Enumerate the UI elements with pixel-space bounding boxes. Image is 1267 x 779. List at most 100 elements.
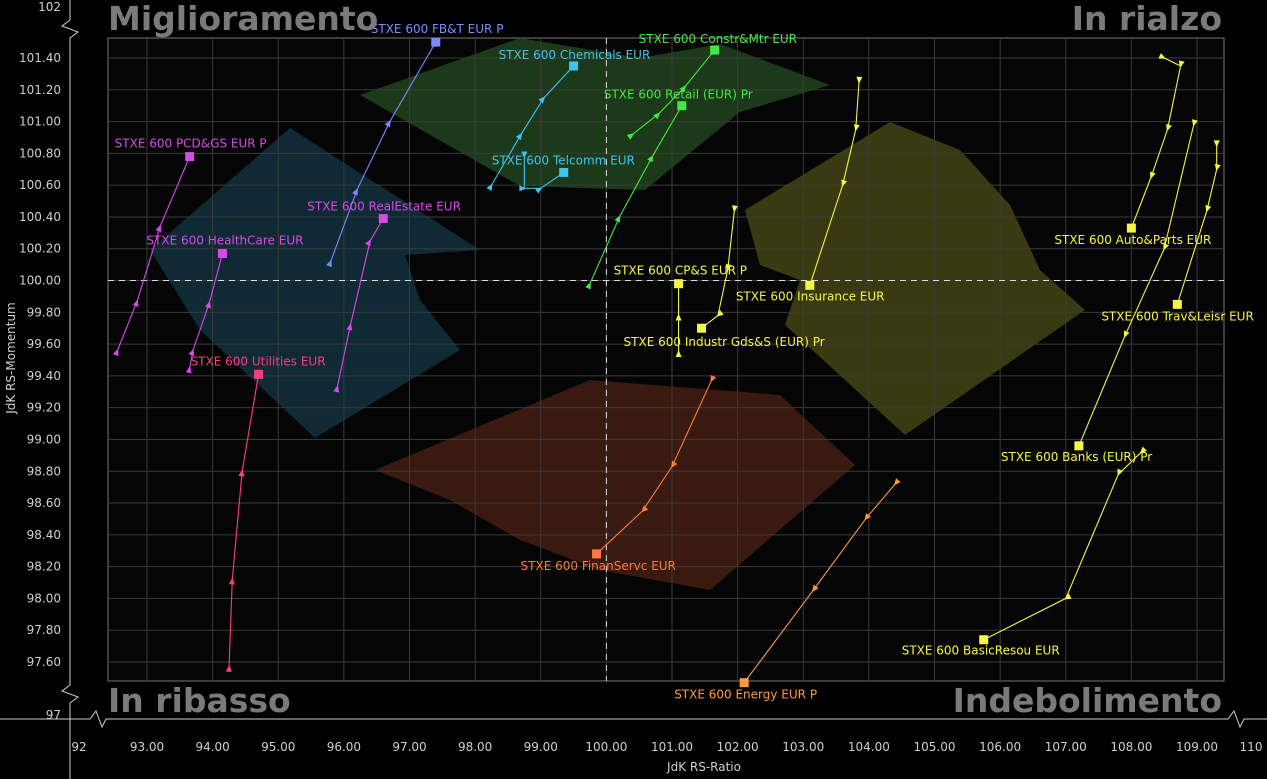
- x-tick-label: 96.00: [327, 740, 361, 754]
- series-layer: STXE 600 FB&T EUR P STXE 600 Chemicals EU…: [112, 22, 1254, 702]
- trail-arrow: [1117, 468, 1123, 477]
- series-head-marker: [805, 280, 815, 290]
- y-tick-label: 100.60: [19, 178, 61, 192]
- series-trail: [809, 81, 860, 286]
- series-trail: [701, 210, 735, 329]
- x-tick-label: 92: [71, 740, 86, 754]
- series-13: STXE 600 Auto&Parts EUR: [1054, 53, 1211, 247]
- series-label: STXE 600 CP&S EUR P: [614, 264, 747, 278]
- series-11: STXE 600 Industr Gds&S (EUR) Pr: [624, 205, 825, 349]
- series-4: STXE 600 Telcomm EUR: [492, 151, 635, 194]
- trail-arrow: [675, 313, 682, 321]
- series-10: STXE 600 CP&S EUR P: [614, 264, 747, 358]
- x-tick-label: 102.00: [717, 740, 759, 754]
- trail-arrow: [228, 577, 235, 585]
- x-tick-label: 99.00: [524, 740, 558, 754]
- series-label: STXE 600 BasicResou EUR: [902, 644, 1060, 658]
- trail-arrow: [893, 478, 901, 486]
- trail-arrow: [853, 123, 860, 132]
- trail-arrow: [1214, 163, 1221, 172]
- series-label: STXE 600 Industr Gds&S (EUR) Pr: [624, 335, 825, 349]
- y-tick-label: 99.80: [27, 305, 61, 319]
- series-trail: [632, 49, 716, 135]
- series-head-marker: [739, 678, 749, 688]
- trail-arrow: [1123, 330, 1130, 339]
- trail-arrow: [1139, 446, 1147, 454]
- y-tick-label: 99.60: [27, 337, 61, 351]
- y-tick-label: 99.20: [27, 401, 61, 415]
- series-8: STXE 600 Utilities EUR: [191, 354, 326, 672]
- quadrant-top-left: Miglioramento: [108, 0, 378, 38]
- y-axis-line: [60, 0, 80, 779]
- series-head-marker: [1126, 223, 1136, 233]
- series-label: STXE 600 FinanServc EUR: [521, 559, 676, 573]
- series-head-marker: [710, 45, 720, 55]
- trail-arrow: [725, 263, 732, 272]
- y-tick-label: 101.00: [19, 115, 61, 129]
- trail-arrow: [1158, 53, 1166, 59]
- series-trail: [743, 483, 896, 683]
- series-trail: [1078, 124, 1195, 447]
- x-tick-label: 103.00: [782, 740, 824, 754]
- trail-arrow: [731, 205, 738, 213]
- y-tick-label: 100.20: [19, 242, 61, 256]
- series-label: STXE 600 Telcomm EUR: [492, 153, 635, 167]
- trail-arrow: [225, 664, 232, 672]
- y-tick-label: 99.00: [27, 432, 61, 446]
- series-7: STXE 600 HealthCare EUR: [146, 234, 303, 374]
- trail-arrow: [1166, 123, 1172, 132]
- trail-arrow: [864, 513, 871, 521]
- series-label: STXE 600 Insurance EUR: [736, 289, 885, 303]
- x-tick-label: 94.00: [195, 740, 229, 754]
- series-trail: [116, 156, 191, 351]
- trail-arrow: [1178, 60, 1185, 68]
- x-tick-label: 108.00: [1110, 740, 1152, 754]
- series-head-marker: [559, 167, 569, 177]
- series-trail: [589, 105, 683, 284]
- series-16: STXE 600 BasicResou EUR: [902, 446, 1147, 658]
- series-trail: [523, 156, 565, 189]
- trail-arrow: [641, 505, 649, 513]
- y-tick-label: 97.80: [27, 623, 61, 637]
- trail-arrow: [856, 76, 863, 84]
- y-tick-label: 98.60: [27, 496, 61, 510]
- series-label: STXE 600 Auto&Parts EUR: [1054, 233, 1211, 247]
- trail-arrow: [716, 310, 724, 317]
- y-tick-label: 101.20: [19, 83, 61, 97]
- weakening-arrow-shape: [375, 380, 855, 590]
- trail-arrow: [326, 259, 332, 268]
- series-label: STXE 600 FB&T EUR P: [371, 22, 504, 36]
- trail-arrow: [1191, 119, 1198, 127]
- series-label: STXE 600 Trav&Leisr EUR: [1101, 309, 1254, 323]
- series-head-marker: [697, 323, 707, 333]
- trail-arrow: [188, 348, 195, 357]
- trail-arrow: [614, 215, 621, 223]
- series-head-marker: [569, 61, 579, 71]
- trail-arrow: [670, 460, 678, 469]
- y-tick-label: 97: [46, 708, 61, 722]
- trail-arrow: [1063, 593, 1072, 600]
- series-label: STXE 600 Constr&Mtr EUR: [639, 32, 797, 46]
- x-tick-label: 104.00: [848, 740, 890, 754]
- trail-arrow: [365, 239, 372, 247]
- trail-arrow: [112, 348, 119, 357]
- y-tick-label: 99.40: [27, 369, 61, 383]
- series-trail: [330, 41, 437, 262]
- trail-arrow: [352, 188, 358, 196]
- series-head-marker: [431, 37, 441, 47]
- series-trail: [491, 65, 574, 186]
- y-tick-label: 100.40: [19, 210, 61, 224]
- x-tick-label: 101.00: [651, 740, 693, 754]
- improving-arrow-shape: [360, 38, 830, 190]
- series-label: STXE 600 Utilities EUR: [191, 354, 326, 368]
- series-head-marker: [677, 101, 687, 111]
- trail-arrow: [384, 119, 391, 128]
- trail-arrow: [626, 133, 635, 140]
- y-tick-label: 100.80: [19, 146, 61, 160]
- series-head-marker: [979, 635, 989, 645]
- trail-arrow: [653, 112, 661, 120]
- series-trail: [336, 218, 384, 388]
- x-tick-label: 95.00: [261, 740, 295, 754]
- y-tick-label: 98.80: [27, 464, 61, 478]
